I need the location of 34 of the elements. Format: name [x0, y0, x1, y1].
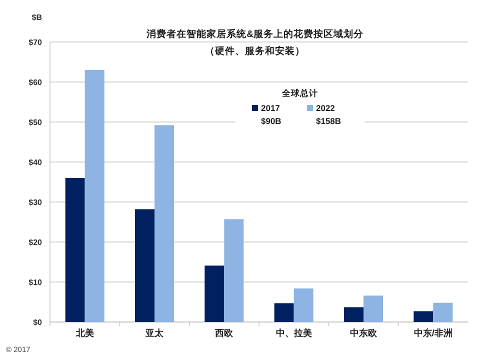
x-tick-label: 中、拉美 — [276, 328, 312, 338]
x-tick-label: 中东欧 — [350, 328, 378, 338]
y-tick-label: $70 — [28, 38, 43, 47]
y-tick-label: $30 — [28, 198, 43, 207]
bar — [344, 307, 364, 322]
x-tick-label: 中东/非洲 — [414, 328, 452, 338]
y-tick-label: $40 — [28, 158, 43, 167]
bar — [204, 266, 224, 322]
y-tick-label: $10 — [28, 278, 43, 287]
y-tick-label: $60 — [28, 78, 43, 87]
y-tick-label: $20 — [28, 238, 43, 247]
bar — [224, 219, 244, 322]
x-tick-label: 西欧 — [214, 328, 234, 338]
legend-label: 2017 — [261, 103, 280, 113]
y-tick-label: $0 — [33, 318, 43, 327]
bar — [134, 209, 154, 322]
y-axis-title: $B — [32, 13, 42, 22]
bar — [294, 288, 314, 322]
bar — [433, 302, 453, 322]
x-tick-label: 亚太 — [144, 328, 164, 338]
bar — [154, 125, 174, 322]
chart-subtitle: （硬件、服务和安装） — [205, 45, 305, 57]
bar — [84, 70, 104, 322]
legend-label: 2022 — [316, 103, 336, 113]
annotation: $90B — [261, 116, 282, 126]
x-tick-label: 北美 — [74, 328, 94, 338]
chart-title: 消费者在智能家居系统&服务上的花费按区域划分 — [146, 28, 364, 40]
legend-title: 全球总计 — [281, 88, 318, 98]
bar — [274, 303, 294, 322]
bar — [65, 178, 85, 322]
annotation: $158B — [316, 116, 342, 126]
y-tick-label: $50 — [28, 118, 43, 127]
bar — [364, 296, 384, 322]
bar — [414, 311, 434, 322]
